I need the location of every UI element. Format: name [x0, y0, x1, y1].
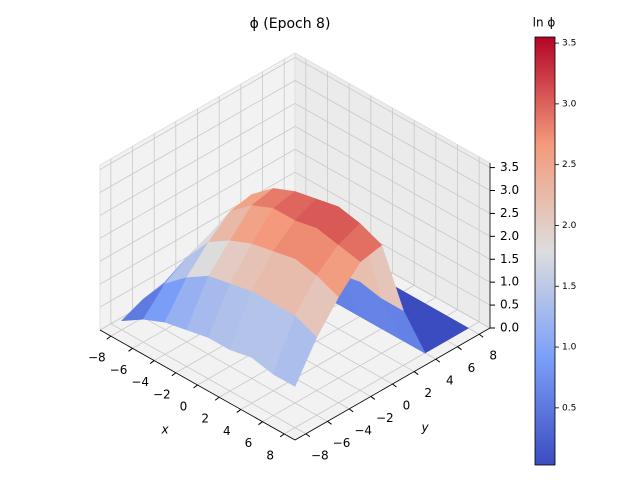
grid-line — [294, 171, 491, 283]
y-tick-label: 8 — [489, 349, 497, 363]
tick-mark — [327, 420, 332, 425]
grid-line — [99, 103, 296, 216]
tick-mark — [106, 335, 112, 340]
tick-mark — [392, 383, 397, 388]
z-tick-label: 1.5 — [500, 252, 519, 266]
grid-line — [99, 80, 296, 193]
x-axis-label: x — [160, 423, 169, 437]
z-tick-label: 3.0 — [500, 183, 519, 197]
tick-mark — [171, 372, 177, 377]
tick-mark — [149, 360, 155, 364]
x-tick-label: −8 — [88, 351, 106, 365]
x-axis-line — [99, 329, 296, 441]
z-tick-label: 1.0 — [500, 275, 519, 289]
surface-cell — [273, 315, 317, 387]
x-tick-label: 2 — [201, 412, 209, 426]
tick-mark — [370, 396, 376, 400]
x-tick-label: 0 — [180, 400, 188, 414]
colorbar-tick-label: 1.0 — [562, 343, 577, 353]
y-tick-label: 0 — [403, 399, 411, 413]
tick-mark — [478, 333, 484, 338]
colorbar-tick-label: 3.5 — [562, 39, 576, 49]
tick-mark — [128, 347, 133, 352]
tick-mark — [457, 346, 462, 351]
colorbar-tick-label: 1.5 — [562, 282, 576, 292]
y-axis-label: y — [420, 421, 429, 435]
colorbar — [534, 36, 556, 466]
colorbar-tick-label: 2.0 — [562, 221, 577, 231]
y-tick-label: 2 — [424, 386, 432, 400]
y-tick-label: −2 — [376, 411, 394, 425]
tick-mark — [214, 396, 220, 401]
grid-line — [294, 103, 491, 214]
z-tick-label: 0.0 — [500, 321, 519, 335]
y-tick-label: 4 — [446, 374, 454, 388]
grid-line — [294, 80, 491, 191]
colorbar-tick-label: 2.5 — [562, 160, 576, 170]
grid-line — [99, 171, 296, 285]
colorbar-tick-label: 3.0 — [562, 99, 577, 109]
x-tick-label: 8 — [266, 448, 274, 462]
y-axis-line — [294, 327, 491, 441]
grid-line — [294, 148, 491, 260]
tick-mark — [258, 421, 263, 426]
colorbar-label: ln ϕ — [533, 16, 556, 30]
z-tick-label: 0.5 — [500, 298, 519, 312]
y-tick-label: −6 — [333, 436, 351, 450]
grid-line — [99, 125, 296, 239]
x-tick-label: 4 — [223, 424, 231, 438]
z-tick-label: 2.0 — [500, 229, 519, 243]
grid-line — [99, 57, 296, 170]
tick-mark — [305, 433, 311, 438]
grid-line — [294, 125, 491, 237]
z-tick-label: 3.5 — [500, 160, 519, 174]
grid-line — [99, 148, 296, 262]
grid-line — [110, 323, 307, 435]
z-tick-label: 2.5 — [500, 206, 519, 220]
chart-title: ϕ (Epoch 8) — [250, 16, 331, 32]
x-tick-label: −2 — [153, 387, 171, 401]
x-tick-label: 6 — [245, 436, 253, 450]
surface — [121, 188, 469, 387]
grid-line — [132, 310, 328, 422]
colorbar-tick-label: 0.5 — [562, 403, 576, 413]
y-tick-label: −4 — [354, 423, 372, 437]
x-tick-label: −6 — [110, 363, 128, 377]
y-tick-label: 6 — [468, 361, 476, 375]
tick-mark — [348, 408, 354, 413]
tick-mark — [236, 409, 242, 413]
grid-line — [294, 57, 491, 168]
tick-mark — [435, 358, 441, 363]
y-tick-label: −8 — [311, 448, 329, 462]
x-tick-label: −4 — [131, 375, 149, 389]
tick-mark — [193, 384, 198, 389]
tick-mark — [279, 433, 285, 438]
tick-mark — [413, 371, 419, 375]
